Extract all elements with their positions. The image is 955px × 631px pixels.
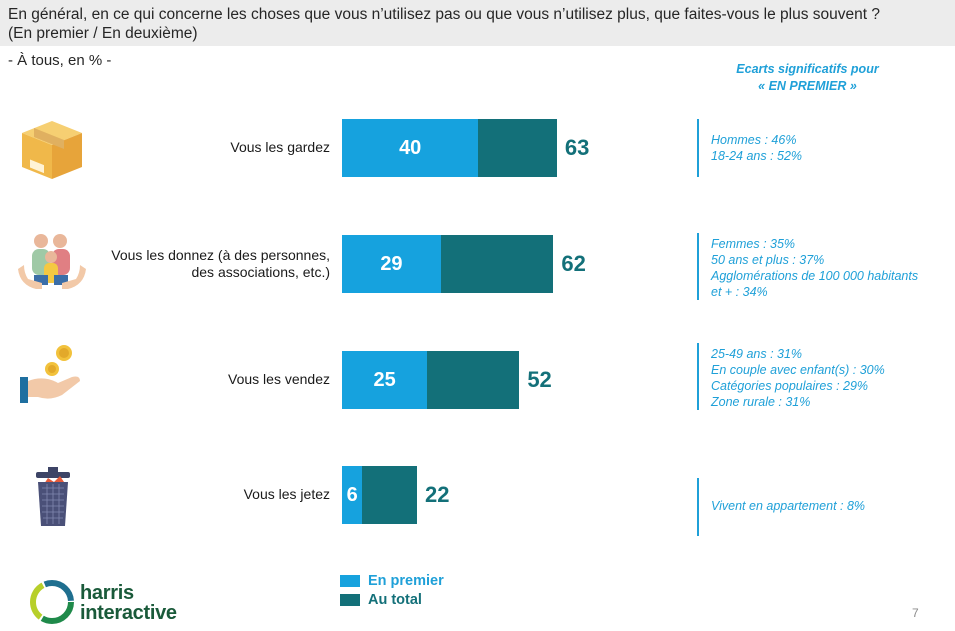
question-text-line1: En général, en ce qui concerne les chose… (8, 6, 880, 23)
category-label: Vous les jetez (90, 486, 330, 503)
total-value-label: 62 (561, 251, 586, 276)
category-label: Vous les vendez (90, 371, 330, 388)
category-label: Vous les donnez (à des personnes, des ass… (90, 247, 330, 281)
significance-notes: Femmes : 35% 50 ans et plus : 37% Agglomér… (697, 233, 918, 300)
significance-note: Catégories populaires : 29% (711, 379, 869, 393)
first-value-label: 6 (346, 483, 358, 506)
significance-note: Vivent en appartement : 8% (711, 499, 866, 513)
significance-note: 50 ans et plus : 37% (711, 253, 825, 267)
harris-interactive-logo: harris interactive (30, 580, 200, 626)
significance-note: Hommes : 46% (711, 133, 797, 147)
legend-label-first: En premier (368, 572, 444, 589)
significance-note: Agglomérations de 100 000 habitants (711, 269, 919, 283)
category-label-line: Vous les donnez (à des personnes, (111, 247, 330, 263)
legend-swatch-first (340, 574, 360, 587)
category-label-line: Vous les gardez (230, 139, 330, 155)
base-note: - À tous, en % - (8, 52, 112, 69)
category-label-line: Vous les vendez (228, 371, 330, 387)
significance-note: 18-24 ans : 52% (711, 149, 803, 163)
significance-title-line1: Ecarts significatifs pour (736, 62, 879, 76)
chart-row: Vous les vendez 25 52 (0, 345, 955, 411)
category-label-line: des associations, etc.) (191, 264, 330, 280)
legend: En premier Au total (340, 571, 444, 609)
question-text-line2: (En premier / En deuxième) (8, 25, 198, 42)
category-label: Vous les gardez (90, 139, 330, 156)
significance-notes: Vivent en appartement : 8% (697, 478, 865, 536)
first-value-label: 40 (399, 136, 422, 159)
question-header: En général, en ce qui concerne les chose… (0, 0, 955, 46)
page-number: 7 (912, 606, 919, 620)
chart-row: Vous les jetez 6 22 (0, 466, 955, 526)
total-value-label: 63 (564, 135, 590, 160)
significance-note: Zone rurale : 31% (711, 395, 811, 409)
significance-title-line2: « EN PREMIER » (758, 79, 857, 93)
legend-item-first: En premier (340, 571, 444, 590)
legend-swatch-total (340, 593, 360, 606)
significance-note: En couple avec enfant(s) : 30% (711, 363, 885, 377)
category-label-line: Vous les jetez (243, 486, 330, 502)
logo-word-interactive: interactive (80, 602, 177, 624)
bar-first: 29 (342, 235, 441, 293)
family-hands-icon (14, 229, 90, 301)
bar-first: 6 (342, 466, 363, 524)
logo-word-harris: harris (80, 582, 134, 604)
significance-notes: 25-49 ans : 31% En couple avec enfant(s) … (697, 343, 885, 410)
significance-note: Femmes : 35% (711, 237, 796, 251)
logo-mark-icon (30, 580, 74, 624)
first-value-label: 25 (373, 368, 396, 391)
significance-note: et + : 34% (711, 285, 768, 299)
cardboard-box-icon (14, 113, 90, 185)
significance-title: Ecarts significatifs pour « EN PREMIER » (700, 61, 915, 95)
trash-bin-icon (14, 460, 90, 532)
chart-row: Vous les gardez 40 63 (0, 119, 955, 179)
legend-label-total: Au total (368, 591, 422, 608)
significance-notes: Hommes : 46% 18-24 ans : 52% (697, 119, 802, 177)
bar-first: 40 (342, 119, 479, 177)
hand-coins-icon (14, 345, 90, 417)
bar-first: 25 (342, 351, 428, 409)
total-value-label: 52 (527, 367, 552, 392)
legend-item-total: Au total (340, 590, 444, 609)
total-value-label: 22 (425, 482, 450, 507)
first-value-label: 29 (380, 252, 403, 275)
significance-note: 25-49 ans : 31% (711, 347, 803, 361)
chart-row: Vous les donnez (à des personnes, des ass… (0, 234, 955, 295)
